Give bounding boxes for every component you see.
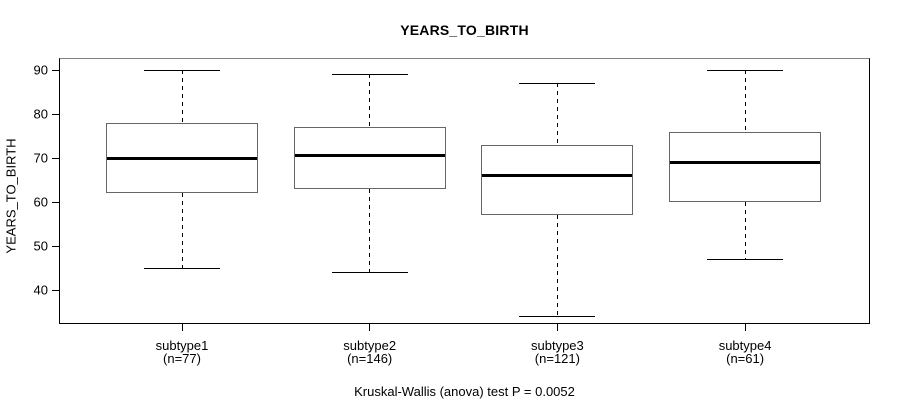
iqr-box <box>293 127 446 189</box>
y-tick-label: 90 <box>33 62 48 78</box>
x-tick-label: subtype3 <box>531 338 584 353</box>
median-line <box>107 156 257 160</box>
x-tick-label: subtype1 <box>155 338 209 353</box>
lower-whisker-line <box>744 202 746 260</box>
chart-title: YEARS_TO_BIRTH <box>400 22 529 38</box>
upper-whisker-cap <box>707 69 784 71</box>
x-tick-mark <box>369 324 371 331</box>
x-tick-count-label: (n=61) <box>726 351 765 366</box>
median-line <box>294 154 445 158</box>
y-tick-mark <box>52 201 59 203</box>
y-tick-mark <box>52 113 59 115</box>
y-tick-label: 40 <box>33 282 48 298</box>
median-line <box>482 174 633 178</box>
x-tick-mark <box>744 324 746 331</box>
x-tick-mark <box>556 324 558 331</box>
upper-whisker-line <box>556 83 558 145</box>
lower-whisker-line <box>369 188 371 273</box>
lower-whisker-cap <box>331 271 408 273</box>
x-tick-mark <box>181 324 183 331</box>
upper-whisker-cap <box>144 69 220 71</box>
upper-whisker-line <box>744 70 746 132</box>
y-tick-mark <box>52 69 59 71</box>
x-tick-label: subtype4 <box>718 338 772 353</box>
lower-whisker-line <box>556 215 558 317</box>
y-tick-mark <box>52 289 59 291</box>
y-tick-label: 70 <box>33 150 48 166</box>
upper-whisker-cap <box>519 82 596 84</box>
lower-whisker-cap <box>519 315 596 317</box>
x-tick-count-label: (n=146) <box>347 351 393 366</box>
y-tick-mark <box>52 245 59 247</box>
iqr-box <box>669 131 822 202</box>
y-tick-label: 50 <box>33 238 48 254</box>
caption: Kruskal-Wallis (anova) test P = 0.0052 <box>354 384 575 399</box>
y-tick-label: 80 <box>33 106 48 122</box>
iqr-box <box>481 144 634 216</box>
upper-whisker-line <box>181 70 183 123</box>
y-tick-label: 60 <box>33 194 48 210</box>
upper-whisker-cap <box>331 73 408 75</box>
lower-whisker-cap <box>144 267 220 269</box>
median-line <box>670 160 821 164</box>
y-tick-mark <box>52 157 59 159</box>
x-tick-count-label: (n=77) <box>163 351 201 366</box>
upper-whisker-line <box>369 74 371 128</box>
lower-whisker-cap <box>707 258 784 260</box>
lower-whisker-line <box>181 193 183 268</box>
x-tick-label: subtype2 <box>343 338 397 353</box>
x-tick-count-label: (n=121) <box>534 351 580 366</box>
